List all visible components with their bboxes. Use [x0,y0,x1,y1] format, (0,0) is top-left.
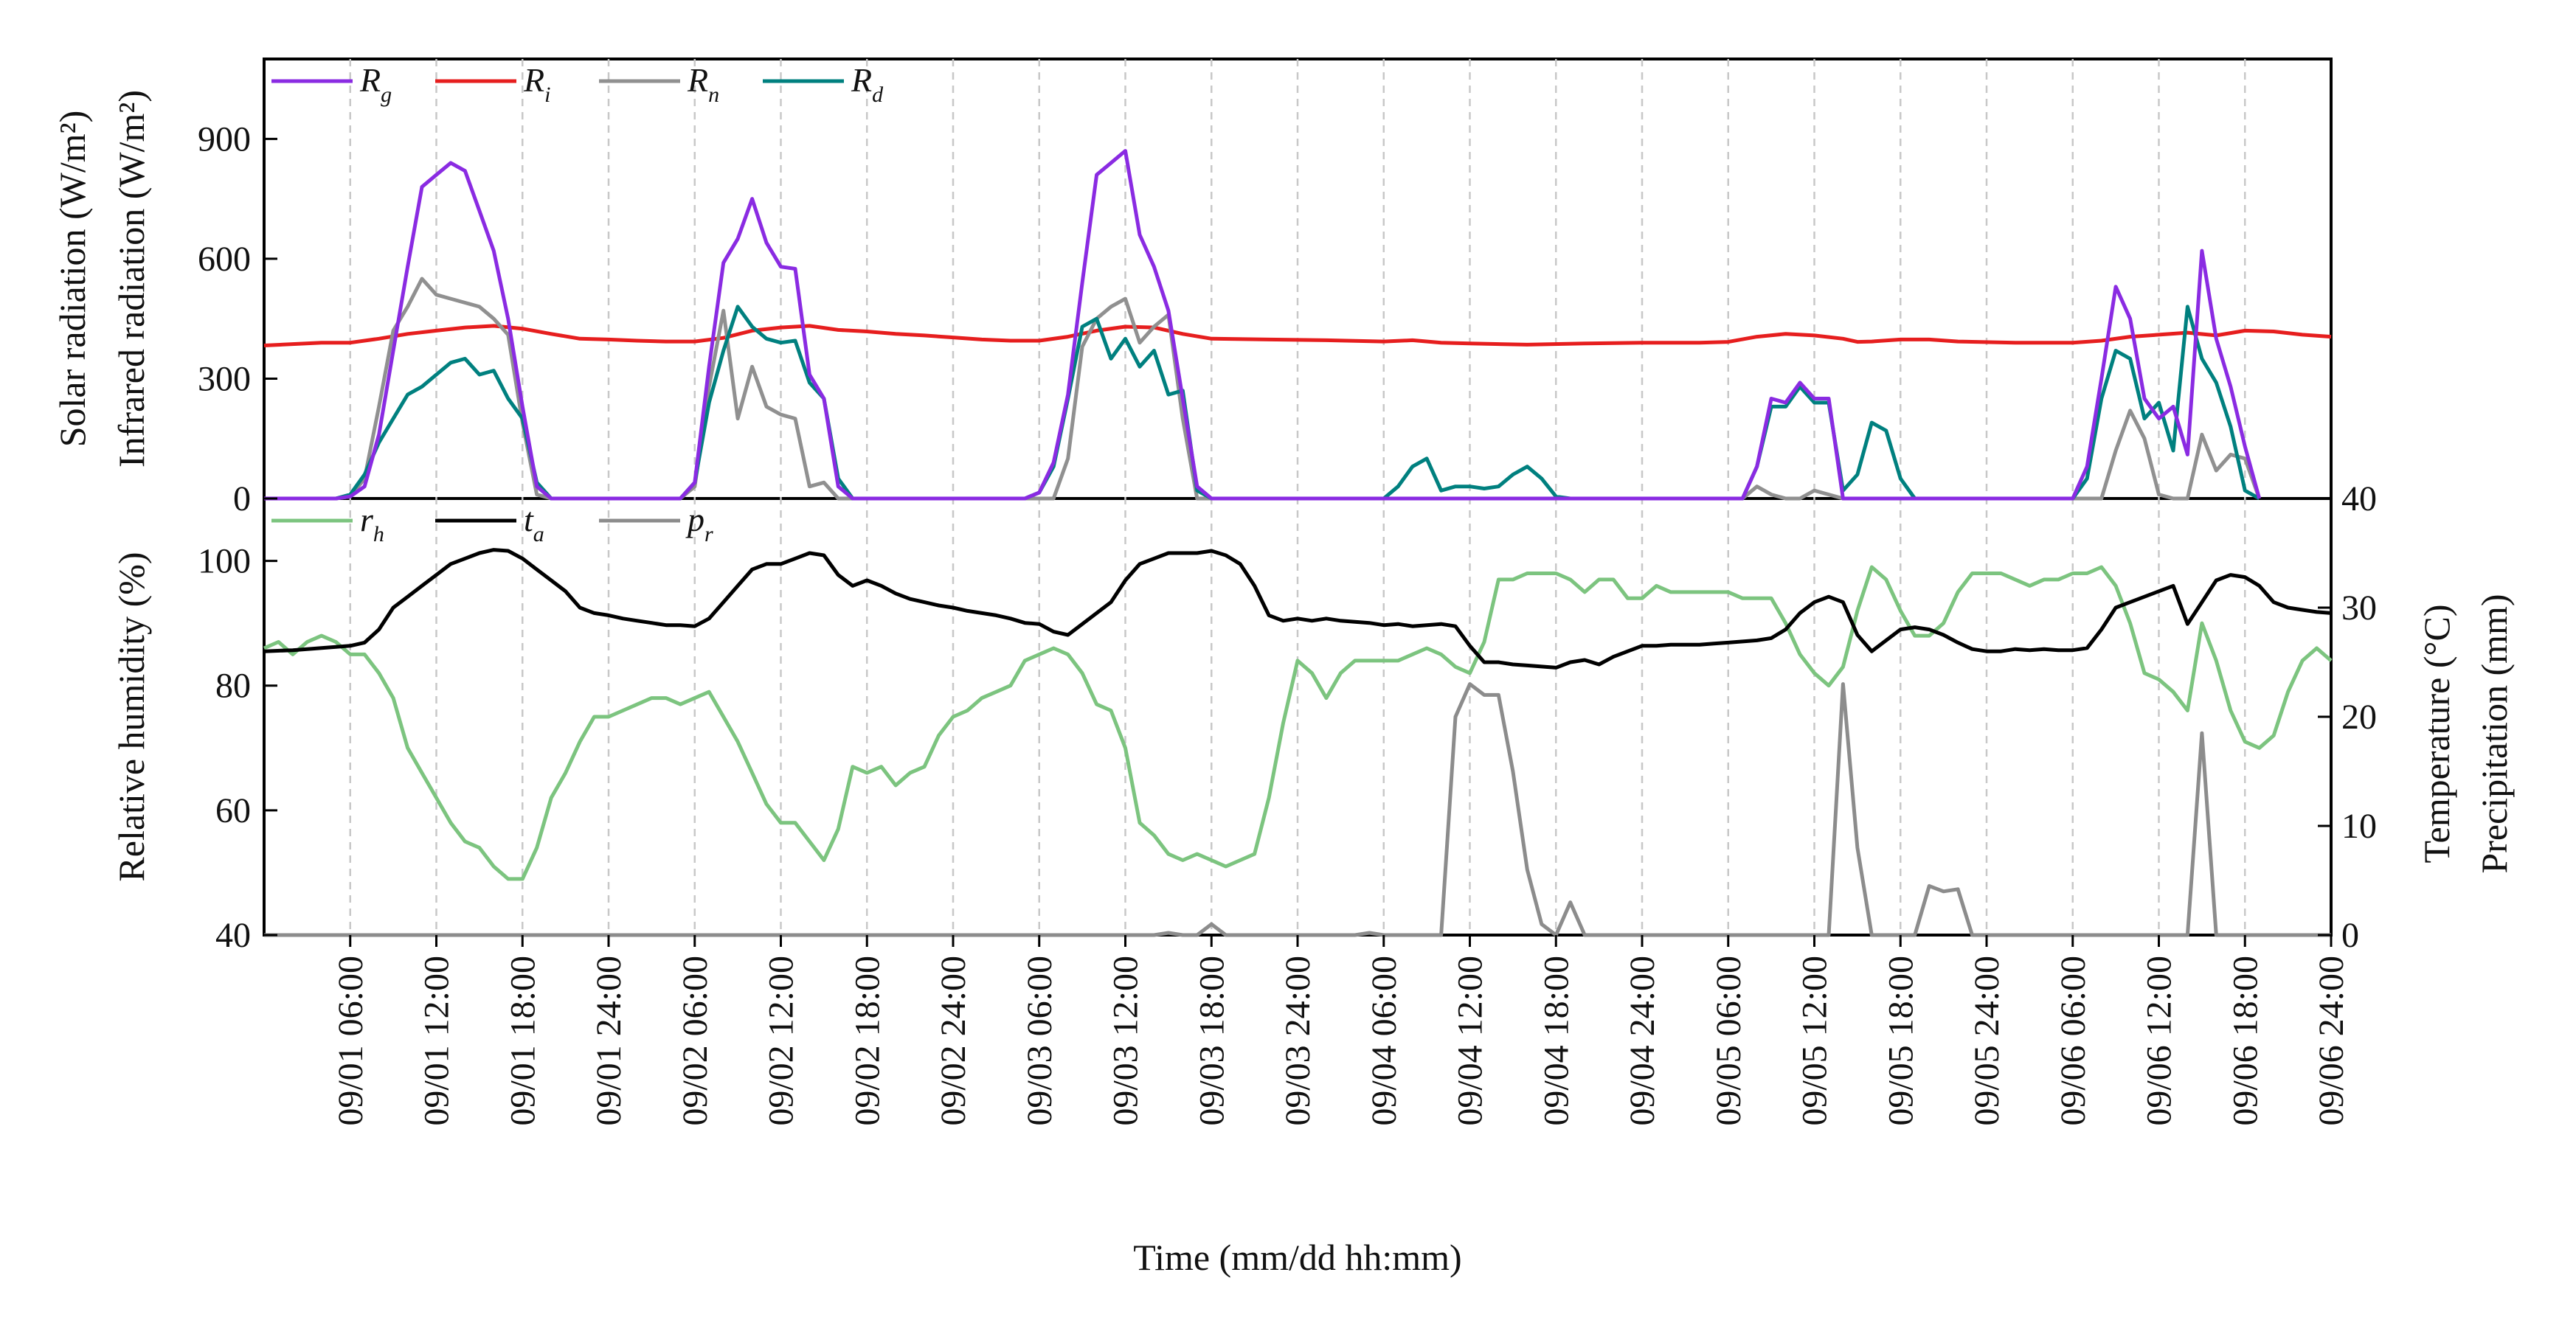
legend-label-pr: pr [685,501,713,546]
series-line-rh [263,565,2333,881]
x-tick-label-18: 09/01 18:00 [503,956,542,1126]
x-tick-label-114: 09/05 18:00 [1881,956,1920,1126]
y-tick-label-left-60: 60 [215,791,251,830]
x-tick-label-132: 09/06 12:00 [2140,956,2179,1126]
x-tick-label-6: 09/01 06:00 [331,956,370,1126]
x-tick-label-72: 09/03 24:00 [1278,956,1318,1126]
x-tick-label-24: 09/01 24:00 [589,956,629,1126]
y-tick-label-top-600: 600 [198,240,251,279]
x-tick-label-120: 09/05 24:00 [1967,956,2007,1126]
x-axis-title: Time (mm/dd hh:mm) [1133,1237,1461,1278]
x-tick-label-36: 09/02 12:00 [762,956,801,1126]
x-tick-label-78: 09/04 06:00 [1365,956,1404,1126]
y-axis-title-precipitation: Precipitation (mm) [2473,594,2515,873]
y-tick-label-top-900: 900 [198,119,251,159]
y-tick-label-left-100: 100 [198,542,251,581]
x-tick-label-90: 09/04 18:00 [1537,956,1576,1126]
series-line-pr [264,682,2331,937]
legend-label-Ri: Ri [523,61,550,107]
legend-label-rh: rh [360,501,384,546]
x-tick-label-84: 09/04 12:00 [1451,956,1490,1126]
y-tick-label-right-10: 10 [2341,807,2377,846]
series-line-ta [263,548,2332,670]
x-tick-label-54: 09/03 06:00 [1020,956,1059,1126]
y-tick-label-top-0: 0 [233,479,251,518]
y-tick-label-right-40: 40 [2341,479,2377,518]
y-axis-title-infrared: Infrared radiation (W/m²) [111,90,152,468]
axis-ticks: 0 300 600 900 40 60 80 100 0 10 20 30 40 09/01 06:00 0… [198,119,2377,1125]
x-tick-label-126: 09/06 06:00 [2054,956,2093,1126]
legend-label-Rn: Rn [687,61,719,107]
bottom-panel-series [263,548,2333,937]
y-axis-title-temperature: Temperature (°C) [2416,604,2457,863]
x-tick-label-108: 09/05 12:00 [1796,956,1835,1126]
x-tick-label-144: 09/06 24:00 [2312,956,2351,1126]
y-tick-label-right-0: 0 [2341,916,2359,955]
series-line-Ri [263,324,2332,347]
y-axis-title-humidity: Relative humidity (%) [111,552,152,881]
x-tick-label-42: 09/02 18:00 [848,956,887,1126]
x-tick-label-48: 09/02 24:00 [934,956,973,1126]
x-tick-label-30: 09/02 06:00 [676,956,715,1126]
x-tick-label-60: 09/03 12:00 [1107,956,1146,1126]
x-tick-label-102: 09/05 06:00 [1709,956,1748,1126]
bottom-legend: rh ta pr [271,501,713,546]
y-axis-title-solar: Solar radiation (W/m²) [52,111,93,448]
y-tick-label-left-80: 80 [215,667,251,706]
top-panel-series [263,149,2332,501]
y-tick-label-top-300: 300 [198,359,251,398]
series-line-Rn [264,277,2262,501]
x-tick-label-96: 09/04 24:00 [1623,956,1662,1126]
series-line-Rg [264,149,2262,501]
y-tick-label-left-40: 40 [215,916,251,955]
x-tick-label-138: 09/06 18:00 [2226,956,2265,1126]
legend-label-ta: ta [524,501,544,546]
y-tick-label-right-30: 30 [2341,588,2377,628]
x-tick-label-66: 09/03 18:00 [1192,956,1231,1126]
y-tick-label-right-20: 20 [2341,698,2377,737]
top-legend: Rg Ri Rn Rd [271,61,884,107]
x-tick-label-12: 09/01 12:00 [418,956,457,1126]
legend-label-Rg: Rg [359,61,392,107]
